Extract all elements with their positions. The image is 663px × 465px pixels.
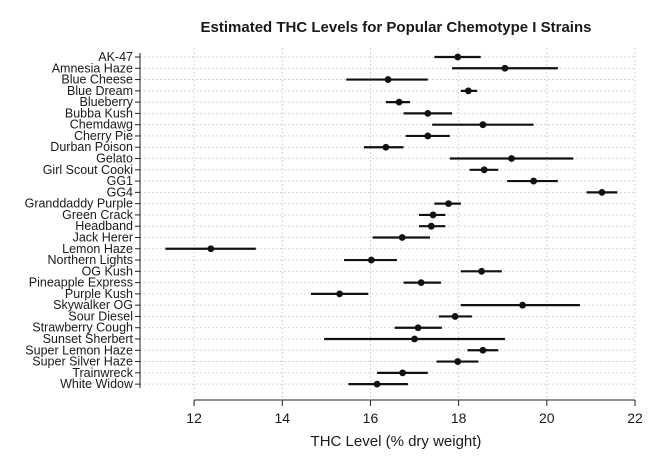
point-estimate — [429, 211, 437, 219]
x-axis-title: THC Level (% dry weight) — [311, 433, 482, 450]
point-estimate — [519, 301, 526, 309]
point-estimate — [451, 313, 459, 320]
point-estimate — [445, 200, 452, 208]
point-estimate — [479, 346, 487, 354]
y-category-label: White Widow — [60, 377, 134, 391]
point-estimate — [479, 121, 487, 129]
y-category-label: Super Lemon Haze — [25, 343, 133, 357]
y-category-label: AK-47 — [98, 50, 133, 64]
y-category-label: Strawberry Cough — [32, 321, 133, 335]
y-category-label: Lemon Haze — [62, 242, 133, 256]
y-category-label: Green Crack — [62, 208, 134, 222]
y-category-label: Northern Lights — [48, 253, 133, 267]
point-estimate — [367, 256, 375, 264]
grid-layer — [140, 48, 636, 398]
point-estimate — [336, 290, 343, 298]
point-estimate — [395, 98, 403, 106]
x-tick-label: 12 — [186, 410, 202, 426]
point-estimate — [598, 188, 606, 196]
point-estimate — [454, 358, 462, 365]
y-category-label: Headband — [75, 219, 133, 233]
point-estimate — [530, 177, 537, 185]
y-category-label: Girl Scout Cooki — [43, 163, 133, 177]
x-tick-label: 16 — [363, 410, 379, 426]
y-category-label: GG1 — [107, 174, 133, 188]
point-estimate — [508, 155, 515, 162]
point-estimate — [424, 132, 432, 140]
y-category-label: Chemdawg — [70, 118, 133, 132]
y-category-label: Cherry Pie — [74, 129, 133, 143]
x-tick-label: 18 — [451, 410, 467, 426]
y-category-label: Durban Poison — [50, 140, 133, 154]
point-estimate — [424, 110, 432, 117]
data-layer — [165, 53, 618, 388]
point-estimate — [398, 234, 406, 241]
y-category-label: Trainwreck — [72, 366, 133, 380]
y-category-label: Pineapple Express — [29, 276, 133, 290]
x-tick-label: 14 — [274, 410, 290, 426]
point-estimate — [382, 143, 390, 151]
point-estimate — [411, 335, 418, 343]
y-category-label: Jack Herer — [73, 230, 133, 244]
y-category-label: Blue Cheese — [61, 73, 133, 87]
point-estimate — [399, 369, 407, 377]
y-category-label: Granddaddy Purple — [25, 197, 133, 211]
point-estimate — [384, 76, 392, 83]
point-estimate — [414, 324, 422, 332]
y-category-label: Sunset Sherbert — [43, 332, 134, 346]
y-category-label: Gelato — [96, 152, 133, 166]
point-estimate — [480, 166, 488, 174]
x-tick-label: 20 — [539, 410, 555, 426]
point-estimate — [417, 279, 425, 286]
y-category-label: Bubba Kush — [65, 106, 133, 120]
y-category-label: Blueberry — [80, 95, 134, 109]
y-category-label: GG4 — [107, 185, 133, 199]
point-estimate — [207, 245, 215, 253]
y-category-label: Purple Kush — [65, 287, 133, 301]
point-estimate — [478, 267, 485, 275]
point-estimate — [373, 380, 381, 388]
y-category-label: Sour Diesel — [68, 309, 133, 323]
x-tick-label: 22 — [627, 410, 643, 426]
point-estimate — [501, 64, 509, 72]
chart-title: Estimated THC Levels for Popular Chemoty… — [201, 19, 592, 36]
y-category-label: Amnesia Haze — [52, 61, 133, 75]
point-estimate — [454, 53, 462, 61]
y-category-label: Blue Dream — [67, 84, 133, 98]
point-estimate — [427, 222, 435, 230]
y-category-label: Super Silver Haze — [32, 355, 133, 369]
point-estimate — [464, 87, 472, 95]
y-category-label: OG Kush — [82, 264, 133, 278]
y-category-label: Skywalker OG — [53, 298, 133, 312]
